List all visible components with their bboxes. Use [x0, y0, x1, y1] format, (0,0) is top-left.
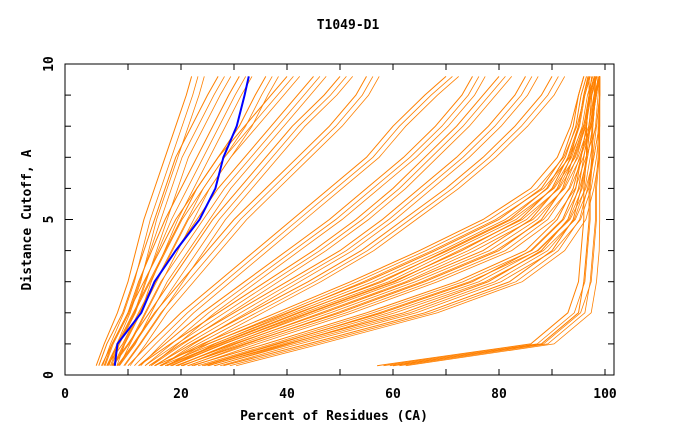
model-line-2-c — [119, 76, 279, 366]
model-line-6 — [111, 76, 341, 366]
model-line-4 — [103, 76, 288, 366]
model-line-11-b — [155, 76, 533, 367]
model-line-7 — [116, 76, 367, 366]
model-line-21 — [223, 76, 601, 367]
model-line-9 — [138, 76, 473, 367]
model-line-10-c — [151, 76, 513, 367]
model-line-13-b — [160, 76, 591, 367]
model-line-5-b — [112, 76, 321, 366]
model-line-2 — [106, 76, 267, 366]
x-axis-label: Percent of Residues (CA) — [240, 409, 428, 424]
model-line-18-b — [171, 76, 594, 367]
model-line-8 — [127, 76, 447, 367]
model-line-22-c — [172, 76, 597, 367]
model-line-12-b — [160, 76, 559, 367]
model-line-19-b — [181, 76, 595, 367]
x-tick-label: 100 — [593, 387, 617, 402]
plot-frame — [64, 63, 615, 376]
model-line-5-c — [119, 76, 327, 366]
y-axis-label: Distance Cutoff, A — [20, 149, 35, 290]
model-line-18 — [164, 76, 587, 367]
model-line-23-b — [383, 76, 596, 367]
model-line-24-b — [399, 76, 601, 367]
model-line-0-c — [111, 76, 232, 366]
model-line-0 — [98, 76, 219, 366]
model-line-24-c — [405, 76, 601, 367]
model-line-13 — [154, 76, 585, 367]
y-tick-label: 5 — [42, 216, 57, 224]
series-lines — [95, 76, 601, 367]
highlight-line — [113, 76, 250, 366]
model-line-12-c — [166, 76, 566, 367]
model-line-7-c — [129, 76, 380, 366]
model-line-24 — [392, 76, 595, 367]
x-tick-label: 0 — [61, 387, 69, 402]
model-line-4-b — [110, 76, 294, 366]
model-line-6-b — [118, 76, 347, 366]
chart-title: T1049-D1 — [317, 18, 380, 33]
model-line-8-b — [134, 76, 453, 366]
model-line-3 — [95, 76, 193, 366]
y-tick-label: 10 — [42, 56, 57, 72]
model-line-6-c — [124, 76, 354, 366]
model-line-10-b — [144, 76, 506, 367]
model-line-0-b — [104, 76, 225, 366]
x-tick-label: 20 — [173, 387, 189, 402]
model-line-3-b — [102, 76, 199, 366]
model-line-22 — [159, 76, 585, 367]
x-tick-label: 80 — [491, 387, 507, 402]
model-line-3-c — [108, 76, 205, 366]
model-line-12 — [154, 76, 553, 367]
model-line-18-c — [177, 76, 600, 367]
axis-ticks: 0 20 40 60 80 100 0 5 10 — [42, 56, 617, 402]
model-line-11 — [148, 76, 526, 367]
model-line-10 — [138, 76, 500, 367]
model-line-11-c — [161, 76, 539, 367]
model-line-8-c — [140, 76, 459, 366]
model-line-21-b — [229, 76, 601, 367]
x-tick-label: 60 — [385, 387, 401, 402]
model-line-9-b — [144, 76, 480, 367]
y-tick-label: 0 — [42, 371, 57, 379]
model-line-7-b — [123, 76, 374, 366]
model-line-22-b — [166, 76, 591, 367]
model-line-23 — [377, 76, 590, 367]
x-tick-label: 40 — [279, 387, 295, 402]
model-line-4-c — [116, 76, 301, 366]
model-line-19 — [175, 76, 589, 367]
model-line-17-b — [213, 76, 601, 367]
